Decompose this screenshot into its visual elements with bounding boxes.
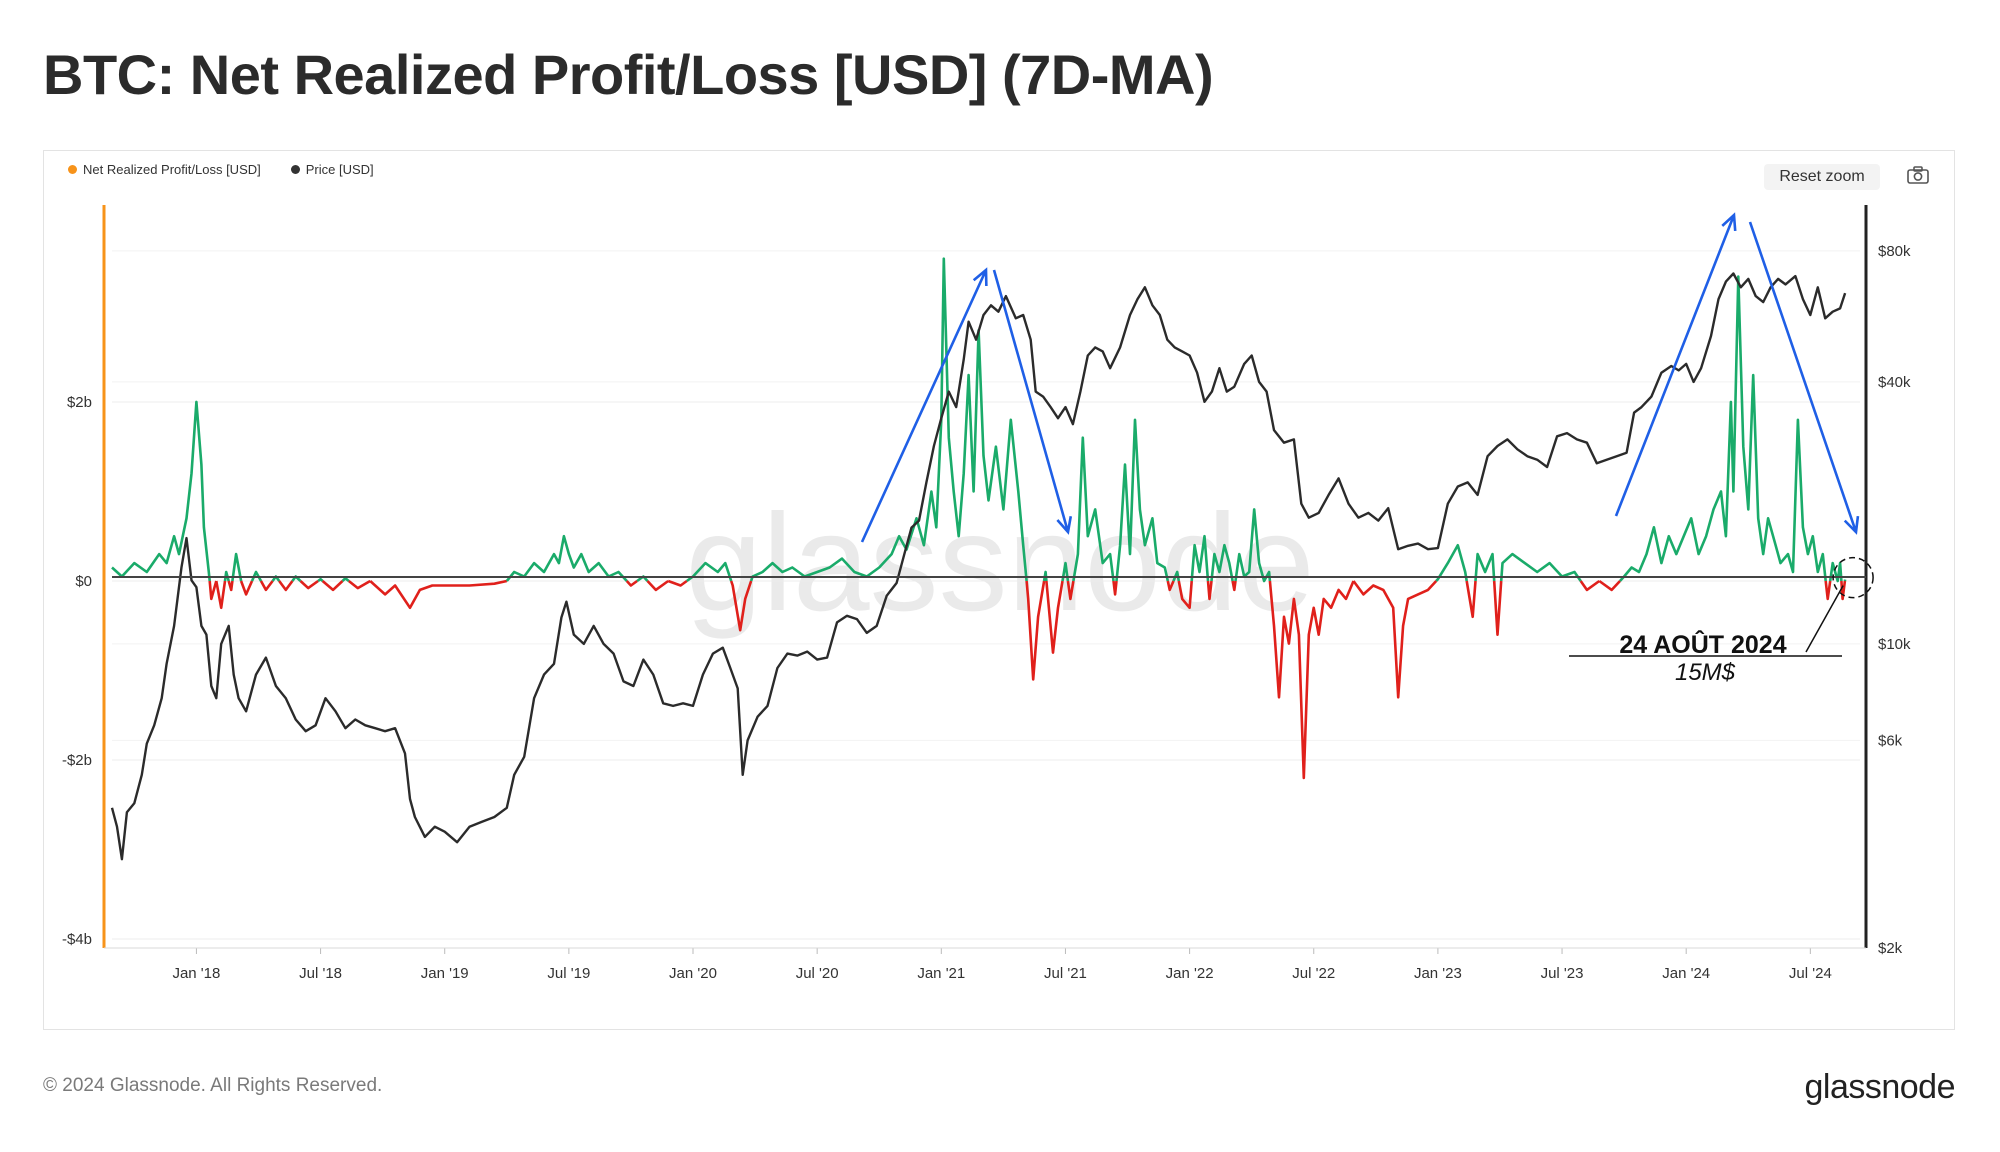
nrpl-loss-segment xyxy=(1045,580,1064,654)
nrpl-profit-segment xyxy=(1619,275,1827,582)
nrpl-loss-segment xyxy=(1112,580,1118,596)
legend-label-net-realized: Net Realized Profit/Loss [USD] xyxy=(83,162,261,177)
nrpl-loss-segment xyxy=(1492,580,1503,636)
nrpl-loss-segment xyxy=(625,579,638,587)
left-tick-label: $0 xyxy=(75,573,92,590)
nrpl-loss-segment xyxy=(729,580,753,632)
price-line xyxy=(110,272,1847,861)
nrpl-loss-segment xyxy=(227,580,234,592)
x-tick-label: Jul '23 xyxy=(1541,965,1584,982)
legend-item-price[interactable]: Price [USD] xyxy=(290,162,374,177)
camera-icon[interactable] xyxy=(1906,164,1930,186)
blue-arrow-rise-2021 xyxy=(860,267,988,543)
nrpl-loss-segment xyxy=(278,580,294,592)
nrpl-profit-segment xyxy=(1474,552,1496,582)
nrpl-loss-segment xyxy=(1840,580,1847,601)
nrpl-loss-segment xyxy=(239,580,254,596)
nrpl-profit-segment xyxy=(341,577,350,583)
nrpl-loss-segment xyxy=(369,579,508,610)
x-tick-label: Jul '22 xyxy=(1292,965,1335,982)
nrpl-loss-segment xyxy=(1268,580,1355,780)
x-tick-label: Jan '18 xyxy=(172,965,220,982)
nrpl-profit-segment xyxy=(1234,508,1272,583)
page-title: BTC: Net Realized Profit/Loss [USD] (7D-… xyxy=(43,43,1214,106)
nrpl-loss-segment xyxy=(1166,580,1175,592)
legend-dot-orange xyxy=(68,165,77,174)
nrpl-loss-segment xyxy=(1025,580,1046,681)
left-tick-label: -$2b xyxy=(62,752,92,769)
nrpl-profit-segment xyxy=(1061,561,1070,582)
nrpl-loss-segment xyxy=(1465,580,1477,619)
glassnode-logo: glassnode xyxy=(1804,1068,1955,1106)
nrpl-loss-segment xyxy=(1598,579,1621,592)
blue-arrow-fall-2024 xyxy=(1748,221,1860,535)
legend-dot-dark xyxy=(290,165,300,174)
right-tick-label: $6k xyxy=(1878,732,1903,749)
nrpl-loss-segment xyxy=(1824,580,1832,601)
nrpl-loss-segment xyxy=(1352,580,1438,699)
legend-label-price: Price [USD] xyxy=(305,162,374,177)
copyright-text: © 2024 Glassnode. All Rights Reserved. xyxy=(43,1075,383,1096)
x-tick-label: Jan '19 xyxy=(421,965,469,982)
nrpl-loss-segment xyxy=(646,579,669,592)
chart-legend: Net Realized Profit/Loss [USD] Price [US… xyxy=(68,162,374,177)
chart-panel xyxy=(43,150,1955,1030)
nrpl-loss-segment xyxy=(1066,580,1075,601)
nrpl-profit-segment xyxy=(1499,552,1582,582)
legend-item-net-realized[interactable]: Net Realized Profit/Loss [USD] xyxy=(68,162,261,177)
x-tick-label: Jul '24 xyxy=(1789,965,1832,982)
x-tick-label: Jan '20 xyxy=(669,965,717,982)
x-tick-label: Jan '24 xyxy=(1662,965,1710,982)
left-tick-label: $2b xyxy=(67,394,92,411)
watermark: glassnode xyxy=(685,486,1314,640)
right-tick-label: $40k xyxy=(1878,374,1911,391)
blue-arrow-rise-2024 xyxy=(1614,212,1737,517)
nrpl-loss-segment xyxy=(208,580,218,601)
annotation-pointer xyxy=(1805,585,1844,653)
annotation-date: 24 AOÛT 2024 xyxy=(1619,629,1786,659)
reset-zoom-button[interactable]: Reset zoom xyxy=(1764,164,1880,190)
nrpl-profit-segment xyxy=(231,552,243,582)
nrpl-profit-segment xyxy=(1828,561,1843,583)
annotation-circle xyxy=(1832,556,1874,599)
nrpl-profit-segment xyxy=(505,534,628,582)
nrpl-loss-segment xyxy=(1177,580,1193,610)
nrpl-profit-segment xyxy=(1072,436,1115,582)
nrpl-profit-segment xyxy=(317,577,324,583)
x-tick-label: Jul '19 xyxy=(547,965,590,982)
left-tick-label: -$4b xyxy=(62,931,92,948)
nrpl-loss-segment xyxy=(1579,579,1601,592)
nrpl-loss-segment xyxy=(1231,580,1237,592)
nrpl-profit-segment xyxy=(111,400,211,582)
nrpl-loss-segment xyxy=(215,580,227,610)
nrpl-profit-segment xyxy=(1190,534,1210,582)
right-tick-label: $2k xyxy=(1878,940,1903,957)
nrpl-loss-segment xyxy=(299,579,319,590)
x-tick-label: Jan '21 xyxy=(917,965,965,982)
x-tick-label: Jul '21 xyxy=(1044,965,1087,982)
blue-arrow-fall-2021 xyxy=(992,269,1073,535)
nrpl-loss-segment xyxy=(321,580,344,592)
nrpl-loss-segment xyxy=(259,580,274,592)
x-tick-label: Jul '18 xyxy=(299,965,342,982)
nrpl-profit-segment xyxy=(1210,543,1234,582)
right-tick-label: $80k xyxy=(1878,243,1911,260)
x-tick-label: Jul '20 xyxy=(796,965,839,982)
nrpl-loss-segment xyxy=(1206,580,1213,601)
right-tick-label: $10k xyxy=(1878,636,1911,653)
nrpl-loss-segment xyxy=(667,579,688,587)
x-tick-label: Jan '23 xyxy=(1414,965,1462,982)
annotation-value: 15M$ xyxy=(1675,659,1736,686)
nrpl-profit-segment xyxy=(1435,543,1468,582)
nrpl-profit-segment xyxy=(1115,418,1170,582)
x-tick-label: Jan '22 xyxy=(1166,965,1214,982)
nrpl-loss-segment xyxy=(347,579,371,590)
